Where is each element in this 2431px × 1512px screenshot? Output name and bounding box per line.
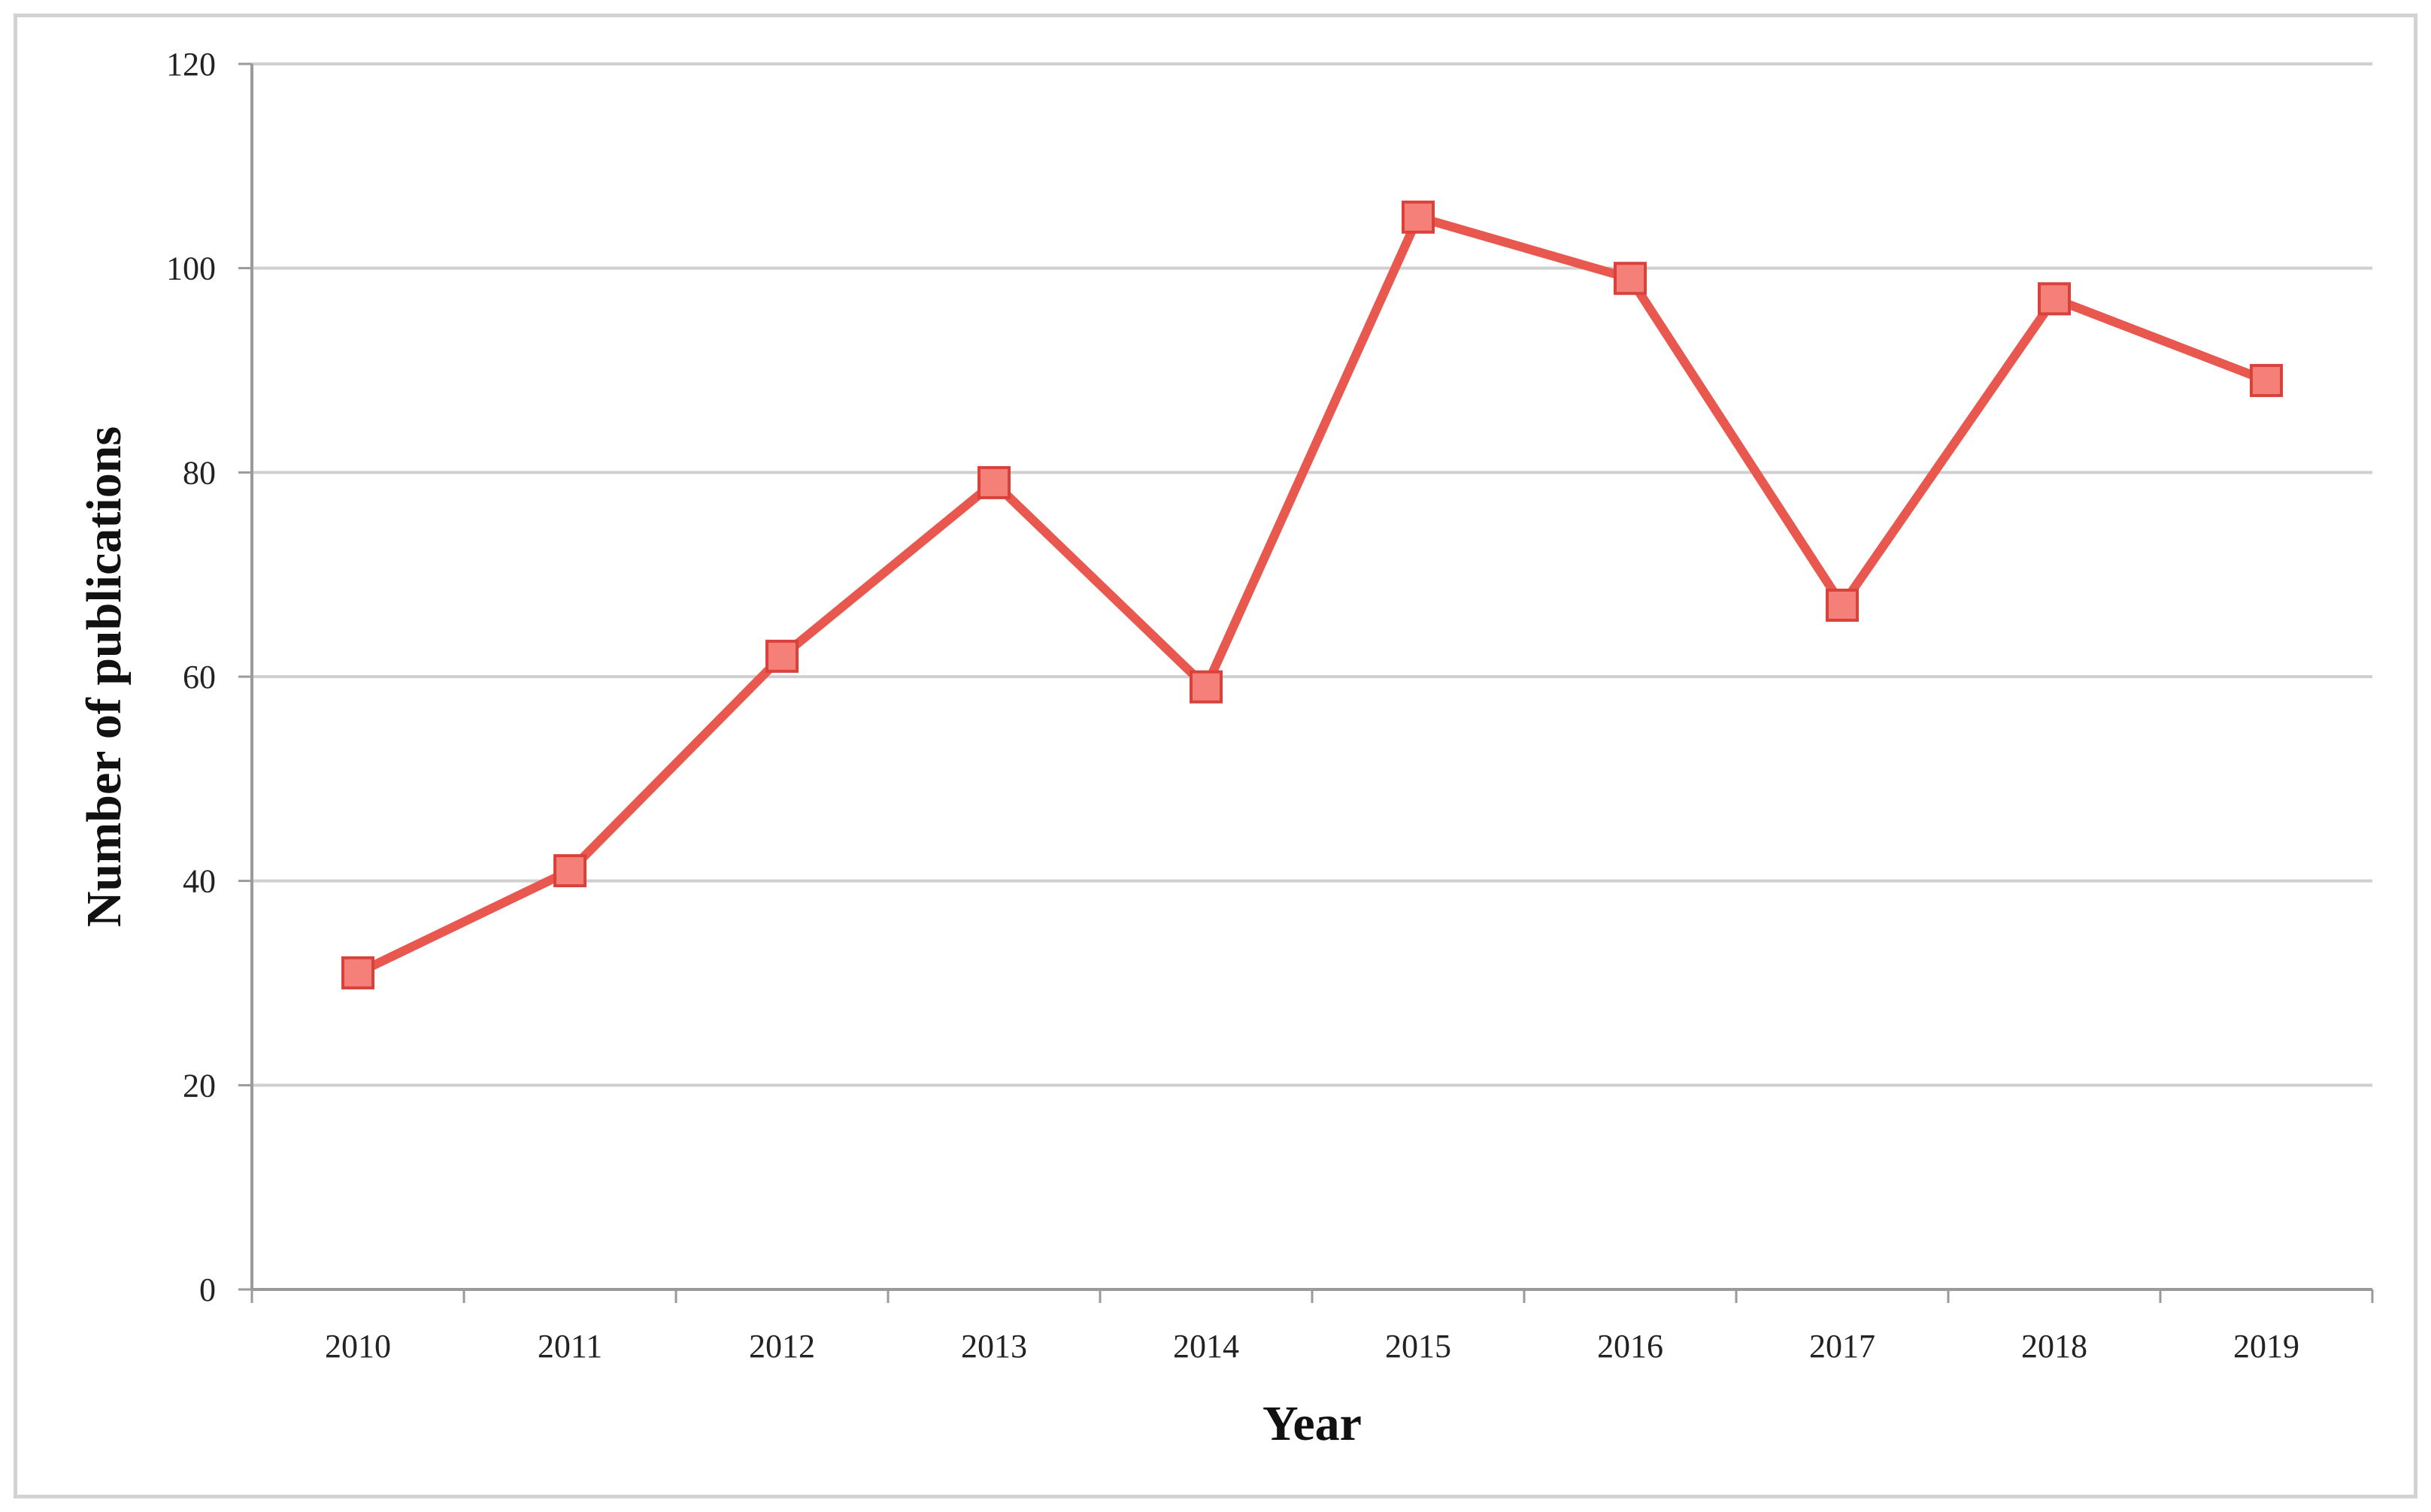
data-point-marker: [553, 854, 587, 888]
series-layer: [341, 200, 2283, 989]
y-tick-label: 100: [166, 250, 216, 287]
data-point-marker: [1190, 670, 1223, 704]
x-tick-label: 2016: [1597, 1328, 1663, 1365]
data-point-marker: [2038, 282, 2071, 316]
x-tick-label: 2012: [749, 1328, 815, 1365]
x-tick-label: 2011: [538, 1328, 602, 1365]
x-tick-label: 2019: [2233, 1328, 2299, 1365]
data-point-marker: [1614, 262, 1647, 295]
y-axis-title: Number of publications: [77, 426, 132, 927]
x-tick-labels: 2010 2011 2012 2013 2014 2015 2016 2017 2018 2019: [325, 1328, 2299, 1365]
y-tick-label: 60: [183, 659, 216, 695]
data-point-marker: [1826, 588, 1859, 622]
data-point-marker: [765, 639, 799, 673]
x-tick-label: 2013: [961, 1328, 1027, 1365]
axes: [238, 62, 2374, 1303]
data-point-marker: [2250, 364, 2283, 398]
data-point-marker: [1402, 200, 1435, 234]
x-tick-label: 2010: [325, 1328, 391, 1365]
series-line: [353, 212, 2271, 977]
x-tick-label: 2017: [1809, 1328, 1875, 1365]
y-tick-labels: 0 20 40 60 80 100 120: [166, 46, 216, 1308]
y-tick-label: 120: [166, 46, 216, 83]
data-point-marker: [341, 956, 374, 989]
y-tick-label: 20: [183, 1067, 216, 1104]
gridlines: [252, 62, 2372, 1087]
y-tick-label: 40: [183, 863, 216, 900]
data-point-marker: [978, 465, 1011, 499]
x-axis-title: Year: [1262, 1396, 1362, 1451]
x-tick-label: 2018: [2021, 1328, 2087, 1365]
chart-frame: [14, 14, 2417, 1498]
x-tick-label: 2015: [1385, 1328, 1451, 1365]
x-tick-label: 2014: [1173, 1328, 1239, 1365]
y-tick-label: 80: [183, 454, 216, 491]
y-tick-label: 0: [199, 1271, 216, 1308]
